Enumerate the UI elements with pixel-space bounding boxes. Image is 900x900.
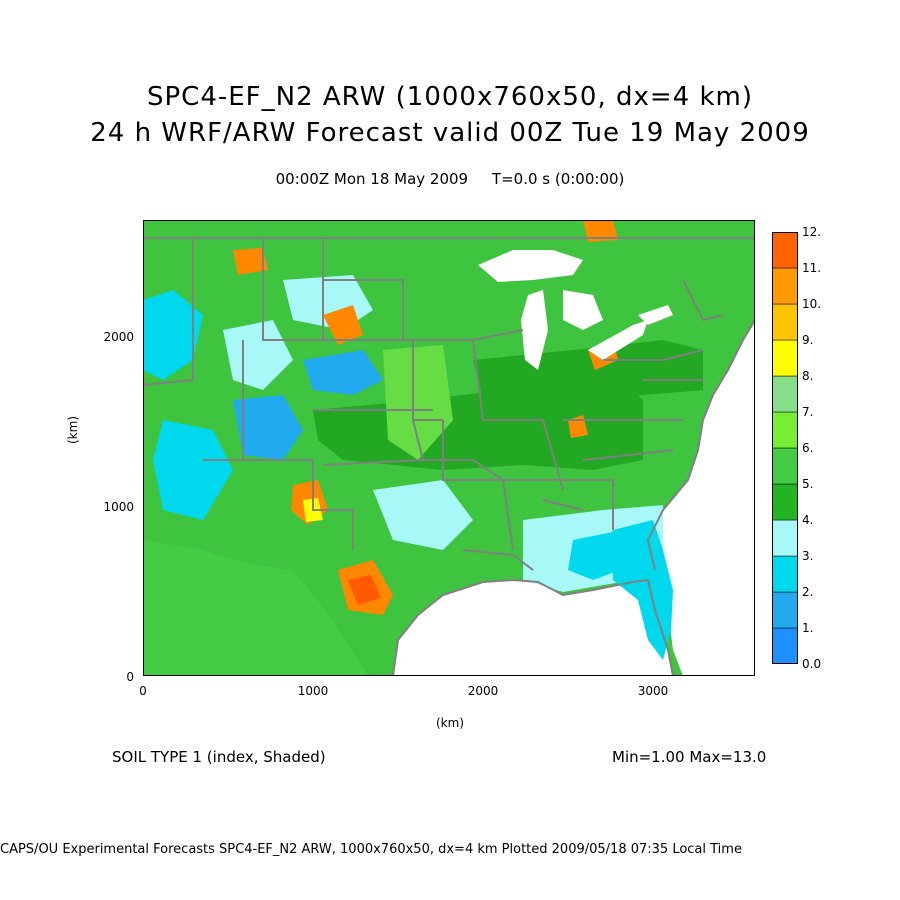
colorbar-label-2: 2. (802, 585, 814, 599)
soil-type-map (143, 220, 755, 676)
footer-credit: CAPS/OU Experimental Forecasts SPC4-EF_N… (0, 842, 742, 857)
colorbar-swatch-3 (772, 519, 798, 557)
dakota-orange (323, 305, 363, 345)
colorbar-label-4: 4. (802, 513, 814, 527)
colorbar-label-3: 3. (802, 549, 814, 563)
colorbar-swatch-4 (772, 483, 798, 521)
colorbar-label-11: 11. (802, 261, 822, 275)
mexico-region (143, 540, 368, 676)
valid-time-subtitle: 00:00Z Mon 18 May 2009 T=0.0 s (0:00:00) (275, 170, 625, 188)
gulf-coastline (392, 578, 674, 676)
state-boundaries (143, 237, 755, 571)
plains-light-cyan (373, 480, 473, 550)
colorbar-swatch-8 (772, 339, 798, 377)
field-label: SOIL TYPE 1 (index, Shaded) (112, 748, 326, 766)
colorbar-swatch-1 (772, 591, 798, 629)
lake-erie (588, 320, 648, 360)
colorbar-label-7: 7. (802, 405, 814, 419)
colorbar-swatch-10 (772, 267, 798, 305)
y-tick-1000: 1000 (103, 500, 134, 514)
colorbar-label-10: 10. (802, 297, 822, 311)
colorbar-label-8: 8. (802, 369, 814, 383)
west-light-cyan (223, 320, 293, 390)
gulf-of-mexico (393, 580, 673, 676)
x-tick-3000: 3000 (637, 684, 669, 698)
lake-michigan (521, 290, 548, 370)
y-tick-0: 0 (126, 670, 134, 684)
lake-superior (478, 250, 583, 282)
colorbar-swatch-11 (772, 232, 798, 269)
georgia-cyan (568, 530, 633, 580)
great-salt-lake-area (303, 350, 383, 395)
map-frame (143, 220, 755, 676)
colorbar-swatch-5 (772, 447, 798, 485)
colorbar-swatch-6 (772, 411, 798, 449)
west-cyan-patch-2 (153, 420, 233, 520)
x-axis-label: (km) (436, 716, 465, 730)
atlantic-ocean (648, 320, 755, 676)
colorbar-label-12: 12. (802, 225, 822, 239)
colorbar (772, 232, 798, 664)
west-cyan-patch-1 (143, 290, 203, 380)
canada-orange (583, 220, 618, 242)
colorbar-swatch-2 (772, 555, 798, 593)
x-tick-2000: 2000 (467, 684, 499, 698)
title-line-2: 24 h WRF/ARW Forecast valid 00Z Tue 19 M… (90, 118, 810, 148)
montana-orange (233, 248, 268, 275)
min-max-label: Min=1.00 Max=13.0 (612, 748, 767, 766)
colorbar-swatch-7 (772, 375, 798, 413)
colorbar-label-0: 0.0 (802, 657, 822, 671)
colorbar-label-1: 1. (802, 621, 814, 635)
y-axis-label: (km) (66, 415, 80, 444)
x-tick-1000: 1000 (297, 684, 329, 698)
colorbar-label-5: 5. (802, 477, 814, 491)
y-tick-2000: 2000 (103, 330, 134, 344)
colorbar-swatch-0 (772, 627, 798, 664)
colorbar-label-9: 9. (802, 333, 814, 347)
missouri-light-green (383, 345, 453, 460)
lake-huron (563, 290, 603, 330)
x-tick-0: 0 (139, 684, 147, 698)
texas-red (348, 575, 381, 605)
colorbar-label-6: 6. (802, 441, 814, 455)
lake-ontario (638, 305, 673, 325)
great-basin-cyan (233, 395, 303, 460)
atlantic-coastline (646, 319, 755, 571)
colorbar-swatch-9 (772, 303, 798, 341)
title-line-1: SPC4-EF_N2 ARW (1000x760x50, dx=4 km) (146, 82, 753, 112)
